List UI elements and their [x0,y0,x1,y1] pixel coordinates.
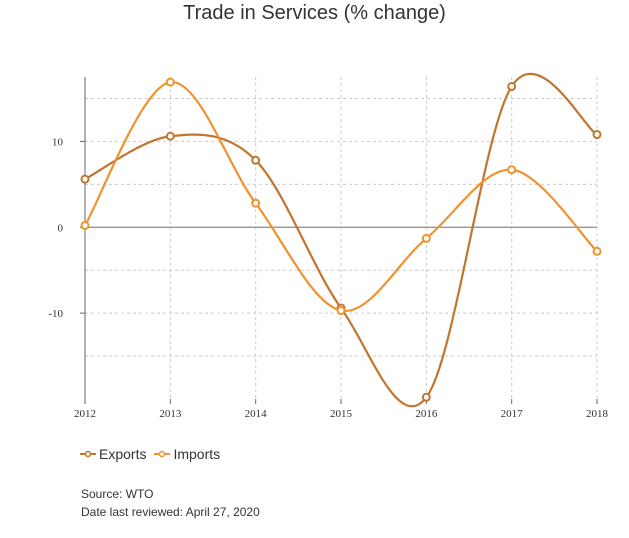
x-tick-label: 2014 [245,408,268,420]
source-note: Source: WTO [81,487,154,501]
x-tick-label: 2016 [415,408,438,420]
legend-imports-label: Imports [173,446,221,462]
series-lines [80,72,602,408]
exports-data-point[interactable] [592,130,602,140]
legend-item-imports[interactable]: Imports [154,446,220,462]
imports-data-point[interactable] [80,221,90,231]
exports-data-point[interactable] [421,392,431,402]
legend-exports-label: Exports [99,446,147,462]
tick-labels: 10 0 -10 2012 2013 2014 2015 2016 2017 2018 [48,136,608,420]
x-tick-label: 2017 [501,408,524,420]
exports-data-point[interactable] [251,155,261,165]
imports-data-point[interactable] [592,246,602,256]
x-tick-label: 2015 [330,408,353,420]
legend-exports-marker [80,450,96,458]
imports-data-point[interactable] [165,77,175,87]
chart-title: Trade in Services (% change) [183,2,446,24]
legend: Exports Imports [80,446,228,462]
y-tick-label: 0 [58,222,64,234]
x-tick-label: 2018 [586,408,609,420]
imports-data-point[interactable] [336,306,346,316]
y-tick-label: -10 [48,308,63,320]
chart-footer: Source: WTO Date last reviewed: April 27… [81,485,260,521]
exports-data-point[interactable] [507,81,517,91]
exports-data-point[interactable] [165,131,175,141]
legend-imports-marker [154,450,171,458]
imports-data-point[interactable] [507,165,517,175]
exports-data-point[interactable] [80,174,90,184]
line-chart: 10 0 -10 2012 2013 2014 2015 2016 2017 2018 [48,72,609,420]
date-reviewed-note: Date last reviewed: April 27, 2020 [81,505,260,519]
legend-item-exports[interactable]: Exports [80,446,146,462]
axes [80,77,598,404]
imports-data-point[interactable] [421,233,431,243]
imports-data-point[interactable] [251,198,261,208]
x-tick-label: 2013 [159,408,182,420]
x-tick-label: 2012 [74,408,96,420]
grid [85,77,598,399]
y-tick-label: 10 [52,136,64,148]
